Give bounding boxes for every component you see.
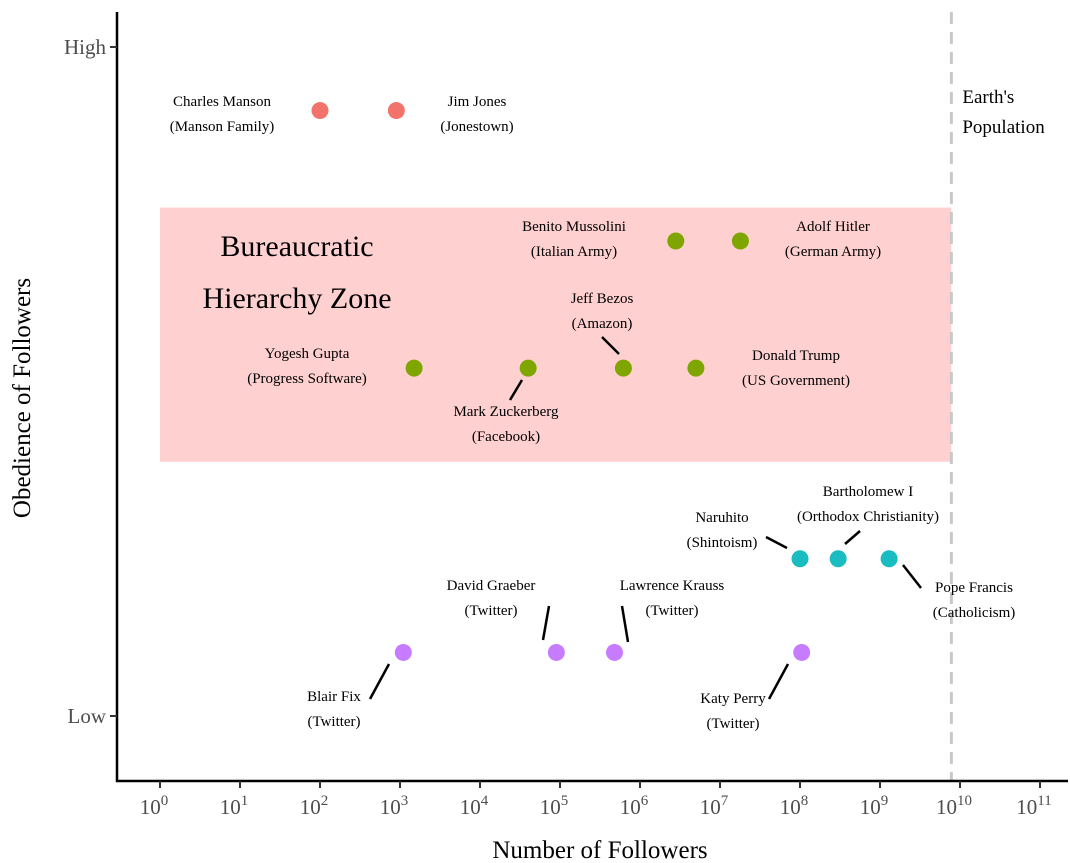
data-point: [311, 102, 329, 120]
reference-label-line: Population: [962, 117, 1045, 138]
data-points: [311, 102, 898, 661]
point-label-name: Lawrence Krauss: [620, 578, 725, 594]
data-point: [614, 359, 632, 377]
y-axis-title: Obedience of Followers: [9, 278, 36, 518]
leader-line: [368, 663, 391, 700]
point-label-name: Yogesh Gupta: [265, 346, 350, 362]
leader-line: [508, 379, 524, 401]
point-label-org: (Manson Family): [170, 119, 275, 135]
x-tick-label: 101: [220, 793, 249, 819]
point-label-org: (Orthodox Christianity): [797, 509, 939, 525]
point-label-org: (US Government): [742, 373, 850, 389]
point-label-name: Pope Francis: [935, 580, 1013, 596]
leader-line: [765, 535, 788, 550]
zone-label: Bureaucratic Hierarchy Zone: [202, 230, 391, 315]
data-point: [394, 643, 412, 661]
point-label-name: Naruhito: [695, 510, 748, 526]
y-tick-label: High: [64, 35, 107, 59]
x-tick-label: 108: [780, 793, 809, 819]
leader-line: [767, 663, 790, 700]
leader-line: [541, 605, 551, 641]
leader-lines: [368, 336, 922, 700]
point-label-name: Donald Trump: [752, 348, 840, 364]
point-label-name: Jim Jones: [448, 94, 507, 110]
leader-line: [601, 336, 620, 355]
leader-line: [620, 605, 630, 643]
x-ticks: 100 101 102 103 104 105 106 107 108 109 1010 1011: [140, 781, 1052, 819]
data-point: [829, 550, 847, 568]
y-ticks: High Low: [64, 35, 117, 728]
point-label-org: (Twitter): [464, 603, 517, 619]
point-label-name: Jeff Bezos: [571, 291, 634, 307]
data-point: [687, 359, 705, 377]
point-label-org: (Twitter): [706, 716, 759, 732]
zone-label-line: Hierarchy Zone: [202, 282, 391, 315]
point-label-name: Adolf Hitler: [796, 219, 870, 235]
data-point: [667, 232, 685, 250]
data-point: [791, 550, 809, 568]
x-tick-label: 104: [460, 793, 489, 819]
point-label-org: (Twitter): [307, 714, 360, 730]
data-point: [519, 359, 537, 377]
y-tick-label: Low: [68, 704, 107, 728]
point-label-org: (German Army): [785, 244, 881, 260]
point-label-org: (Italian Army): [531, 244, 617, 260]
point-label-org: (Twitter): [645, 603, 698, 619]
point-label-name: David Graeber: [447, 578, 536, 594]
x-tick-label: 100: [140, 793, 169, 819]
x-tick-label: 107: [700, 793, 729, 819]
point-label-org: (Progress Software): [247, 371, 367, 387]
leader-line: [902, 564, 922, 589]
zone-label-line: Bureaucratic: [220, 230, 373, 263]
reference-label: Earth's Population: [962, 87, 1045, 138]
data-point: [547, 643, 565, 661]
point-label-org: (Jonestown): [440, 119, 513, 135]
point-label-name: Katy Perry: [700, 691, 766, 707]
point-label-name: Blair Fix: [307, 689, 361, 705]
point-labels: Charles Manson (Manson Family) Jim Jones (J…: [170, 94, 1016, 732]
reference-label-line: Earth's: [962, 87, 1014, 108]
point-label-name: Charles Manson: [173, 94, 271, 110]
point-label-org: (Catholicism): [933, 605, 1016, 621]
data-point: [793, 643, 811, 661]
x-tick-label: 103: [380, 793, 409, 819]
point-label-name: Mark Zuckerberg: [453, 404, 559, 420]
point-label-org: (Shintoism): [687, 535, 758, 551]
data-point: [405, 359, 423, 377]
data-point: [387, 102, 405, 120]
x-tick-label: 1010: [936, 793, 972, 819]
leader-line: [844, 530, 861, 545]
x-tick-label: 105: [540, 793, 569, 819]
point-label-org: (Facebook): [472, 429, 540, 445]
x-tick-label: 106: [620, 793, 649, 819]
point-label-name: Bartholomew I: [823, 484, 913, 500]
x-tick-label: 109: [860, 793, 889, 819]
data-point: [731, 232, 749, 250]
x-axis-title: Number of Followers: [492, 837, 707, 863]
point-label-org: (Amazon): [572, 316, 633, 332]
data-point: [605, 643, 623, 661]
point-label-name: Benito Mussolini: [522, 219, 626, 235]
data-point: [880, 550, 898, 568]
x-tick-label: 1011: [1016, 793, 1051, 819]
x-tick-label: 102: [300, 793, 329, 819]
zone-rect: [160, 207, 952, 462]
